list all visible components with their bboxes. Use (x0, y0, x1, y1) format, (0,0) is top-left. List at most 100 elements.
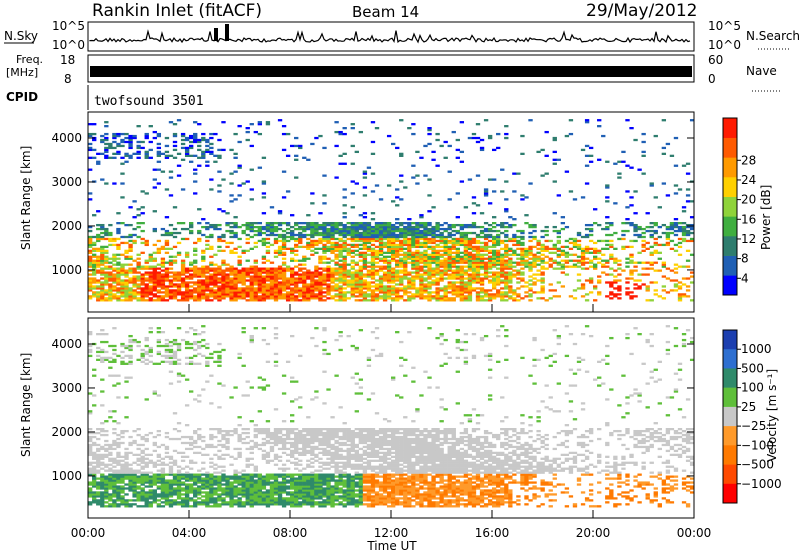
heatmap-cell (387, 291, 391, 293)
heatmap-cell (116, 442, 120, 444)
heatmap-cell (609, 240, 613, 242)
heatmap-cell (553, 230, 557, 232)
heatmap-cell (229, 149, 233, 151)
heatmap-cell (492, 262, 496, 264)
heatmap-cell (233, 198, 237, 200)
heatmap-cell (298, 279, 302, 281)
heatmap-cell (371, 234, 375, 236)
heatmap-cell (508, 254, 512, 256)
heatmap-cell (169, 485, 173, 487)
heatmap-cell (270, 277, 274, 279)
heatmap-cell (149, 495, 153, 497)
heatmap-cell (96, 250, 100, 252)
heatmap-cell (185, 487, 189, 489)
heatmap-cell (484, 295, 488, 297)
heatmap-cell (500, 248, 504, 250)
heatmap-cell (153, 493, 157, 495)
heatmap-cell (674, 137, 678, 139)
heatmap-cell (670, 240, 674, 242)
heatmap-cell (141, 499, 145, 501)
heatmap-cell (286, 266, 290, 268)
heatmap-cell (419, 273, 423, 275)
heatmap-cell (427, 224, 431, 226)
heatmap-cell (581, 252, 585, 254)
heatmap-cell (625, 206, 629, 208)
heatmap-cell (496, 244, 500, 246)
heatmap-cell (415, 254, 419, 256)
heatmap-cell (476, 258, 480, 260)
heatmap-cell (108, 283, 112, 285)
heatmap-cell (136, 297, 140, 299)
heatmap-cell (116, 271, 120, 273)
heatmap-cell (286, 155, 290, 157)
heatmap-cell (116, 438, 120, 440)
heatmap-cell (540, 262, 544, 264)
heatmap-cell (674, 218, 678, 220)
heatmap-cell (201, 289, 205, 291)
heatmap-cell (310, 283, 314, 285)
heatmap-cell (136, 141, 140, 143)
heatmap-cell (254, 287, 258, 289)
heatmap-cell (310, 230, 314, 232)
heatmap-cell (504, 277, 508, 279)
heatmap-cell (363, 264, 367, 266)
heatmap-cell (641, 155, 645, 157)
heatmap-cell (173, 412, 177, 414)
heatmap-cell (205, 289, 209, 291)
heatmap-cell (213, 161, 217, 163)
heatmap-cell (274, 250, 278, 252)
heatmap-cell (318, 242, 322, 244)
heatmap-cell (460, 151, 464, 153)
heatmap-cell (633, 266, 637, 268)
heatmap-cell (508, 248, 512, 250)
heatmap-cell (153, 281, 157, 283)
heatmap-cell (310, 246, 314, 248)
heatmap-cell (157, 153, 161, 155)
heatmap-cell (149, 254, 153, 256)
heatmap-cell (108, 481, 112, 483)
heatmap-cell (516, 242, 520, 244)
heatmap-cell (104, 271, 108, 273)
heatmap-cell (128, 224, 132, 226)
heatmap-cell (500, 281, 504, 283)
heatmap-cell (124, 430, 128, 432)
heatmap-cell (419, 238, 423, 240)
heatmap-cell (415, 151, 419, 153)
heatmap-cell (96, 466, 100, 468)
heatmap-cell (581, 149, 585, 151)
heatmap-cell (217, 299, 221, 301)
heatmap-cell (189, 343, 193, 345)
heatmap-cell (650, 184, 654, 186)
heatmap-cell (427, 194, 431, 196)
heatmap-cell (379, 258, 383, 260)
heatmap-cell (452, 266, 456, 268)
heatmap-cell (427, 281, 431, 283)
heatmap-cell (520, 268, 524, 270)
heatmap-cell (266, 260, 270, 262)
heatmap-cell (411, 123, 415, 125)
heatmap-cell (120, 343, 124, 345)
heatmap-cell (431, 281, 435, 283)
heatmap-cell (136, 157, 140, 159)
heatmap-cell (516, 262, 520, 264)
heatmap-cell (266, 228, 270, 230)
heatmap-cell (399, 264, 403, 266)
heatmap-cell (161, 262, 165, 264)
heatmap-cell (96, 438, 100, 440)
heatmap-cell (351, 266, 355, 268)
heatmap-cell (456, 268, 460, 270)
heatmap-cell (124, 256, 128, 258)
heatmap-cell (262, 240, 266, 242)
heatmap-cell (682, 232, 686, 234)
heatmap-cell (242, 273, 246, 275)
heatmap-cell (173, 297, 177, 299)
heatmap-cell (233, 287, 237, 289)
heatmap-cell (124, 258, 128, 260)
heatmap-cell (181, 499, 185, 501)
heatmap-cell (92, 287, 96, 289)
heatmap-cell (387, 250, 391, 252)
heatmap-cell (427, 287, 431, 289)
heatmap-cell (132, 137, 136, 139)
heatmap-cell (391, 244, 395, 246)
